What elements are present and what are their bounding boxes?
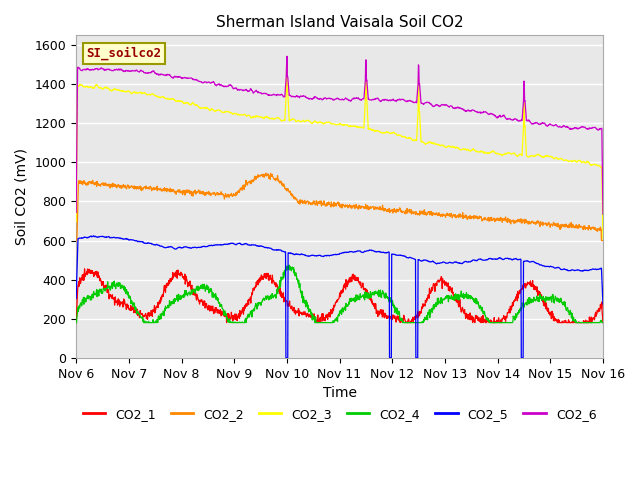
Text: SI_soilco2: SI_soilco2 <box>86 47 162 60</box>
Legend: CO2_1, CO2_2, CO2_3, CO2_4, CO2_5, CO2_6: CO2_1, CO2_2, CO2_3, CO2_4, CO2_5, CO2_6 <box>77 403 602 426</box>
Title: Sherman Island Vaisala Soil CO2: Sherman Island Vaisala Soil CO2 <box>216 15 463 30</box>
X-axis label: Time: Time <box>323 386 356 400</box>
Y-axis label: Soil CO2 (mV): Soil CO2 (mV) <box>15 148 29 245</box>
